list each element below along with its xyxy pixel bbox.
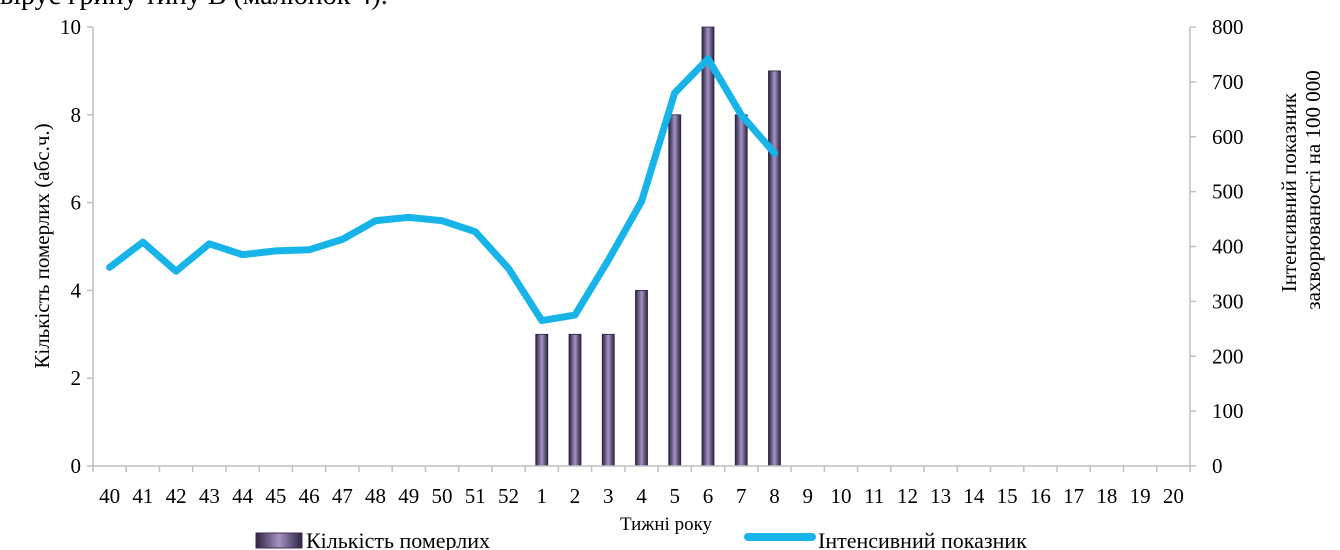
- x-tick-label-43: 43: [199, 484, 220, 508]
- x-tick-label-40: 40: [99, 484, 120, 508]
- x-tick-label-18: 18: [1096, 484, 1117, 508]
- y-right-tick-label: 100: [1212, 399, 1244, 423]
- x-tick-label-17: 17: [1063, 484, 1084, 508]
- x-tick-label-1: 1: [537, 484, 548, 508]
- x-tick-label-42: 42: [166, 484, 187, 508]
- x-tick-label-47: 47: [332, 484, 353, 508]
- y-right-tick-label: 800: [1212, 15, 1244, 39]
- x-tick-label-46: 46: [299, 484, 320, 508]
- line-series-layer: [106, 55, 778, 325]
- y-right-axis-label-line-1: Інтенсивний показник: [1277, 92, 1301, 292]
- x-tick-label-52: 52: [498, 484, 519, 508]
- page-caption-fragment: вірус грипу типу В (малюнок 4).: [0, 0, 388, 12]
- y-right-tick-labels: 0 100 200 300 400 500 600 700 800: [1190, 15, 1244, 478]
- x-tick-label-10: 10: [830, 484, 851, 508]
- x-tick-label-44: 44: [232, 484, 254, 508]
- x-axis-label: Тижні року: [620, 514, 713, 535]
- y-left-tick-label: 8: [71, 103, 82, 127]
- x-tick-label-14: 14: [963, 484, 985, 508]
- bar-week-6: [701, 26, 715, 467]
- line-intensity-indicator: [106, 55, 778, 325]
- x-tick-label-13: 13: [930, 484, 951, 508]
- legend-label-line: Інтенсивний показник: [818, 528, 1027, 550]
- y-right-tick-label: 400: [1212, 235, 1244, 259]
- x-tick-label-7: 7: [736, 484, 747, 508]
- bar-week-1: [535, 333, 549, 467]
- bar-week-5: [668, 114, 682, 467]
- x-tick-label-5: 5: [669, 484, 680, 508]
- y-left-tick-label: 10: [60, 15, 81, 39]
- x-tick-label-8: 8: [769, 484, 780, 508]
- x-tick-labels: 40 41 42 43 44 45 46 47 48 49 50 51 52 1 2 3 4 5 6 7 8 9 10 11 1…: [92, 466, 1191, 508]
- y-left-axis-label: Кількість померлих (абс.ч.): [30, 123, 54, 368]
- y-left-tick-label: 4: [71, 278, 82, 302]
- x-tick-label-15: 15: [997, 484, 1018, 508]
- bar-week-8: [768, 70, 781, 467]
- bar-week-7: [734, 114, 748, 467]
- x-tick-label-3: 3: [603, 484, 614, 508]
- x-tick-label-16: 16: [1030, 484, 1051, 508]
- x-tick-label-19: 19: [1130, 484, 1151, 508]
- x-tick-label-50: 50: [432, 484, 453, 508]
- y-right-tick-label: 700: [1212, 70, 1244, 94]
- bar-week-3: [601, 333, 615, 467]
- bar-series-layer: [535, 26, 781, 467]
- legend-swatch-bar: [255, 532, 303, 549]
- y-right-axis-label: Інтенсивний показник захворюваності на 1…: [1277, 70, 1325, 309]
- y-right-tick-label: 600: [1212, 125, 1244, 149]
- bar-week-4: [635, 289, 648, 467]
- y-right-axis-label-line-2: захворюваності на 100 000: [1301, 70, 1325, 309]
- legend: Кількість померлих Інтенсивний показник: [255, 528, 1027, 550]
- x-tick-label-20: 20: [1163, 484, 1184, 508]
- y-left-tick-labels: 0 2 4 6 8 10: [60, 15, 93, 478]
- y-left-tick-label: 6: [71, 191, 82, 215]
- x-tick-label-49: 49: [398, 484, 419, 508]
- y-left-tick-label: 2: [71, 366, 82, 390]
- x-tick-label-45: 45: [265, 484, 286, 508]
- x-tick-label-6: 6: [703, 484, 714, 508]
- y-right-tick-label: 300: [1212, 289, 1244, 313]
- x-tick-label-12: 12: [897, 484, 918, 508]
- x-tick-label-2: 2: [570, 484, 581, 508]
- x-tick-label-51: 51: [465, 484, 486, 508]
- x-tick-label-9: 9: [802, 484, 813, 508]
- x-tick-label-48: 48: [365, 484, 386, 508]
- y-left-tick-label: 0: [71, 454, 82, 478]
- legend-label-bar: Кількість померлих: [306, 528, 490, 550]
- y-right-tick-label: 0: [1212, 454, 1223, 478]
- y-right-tick-label: 200: [1212, 344, 1244, 368]
- bar-week-2: [568, 333, 582, 467]
- x-tick-label-11: 11: [864, 484, 884, 508]
- x-tick-label-4: 4: [636, 484, 647, 508]
- x-tick-label-41: 41: [132, 484, 153, 508]
- y-right-tick-label: 500: [1212, 180, 1244, 204]
